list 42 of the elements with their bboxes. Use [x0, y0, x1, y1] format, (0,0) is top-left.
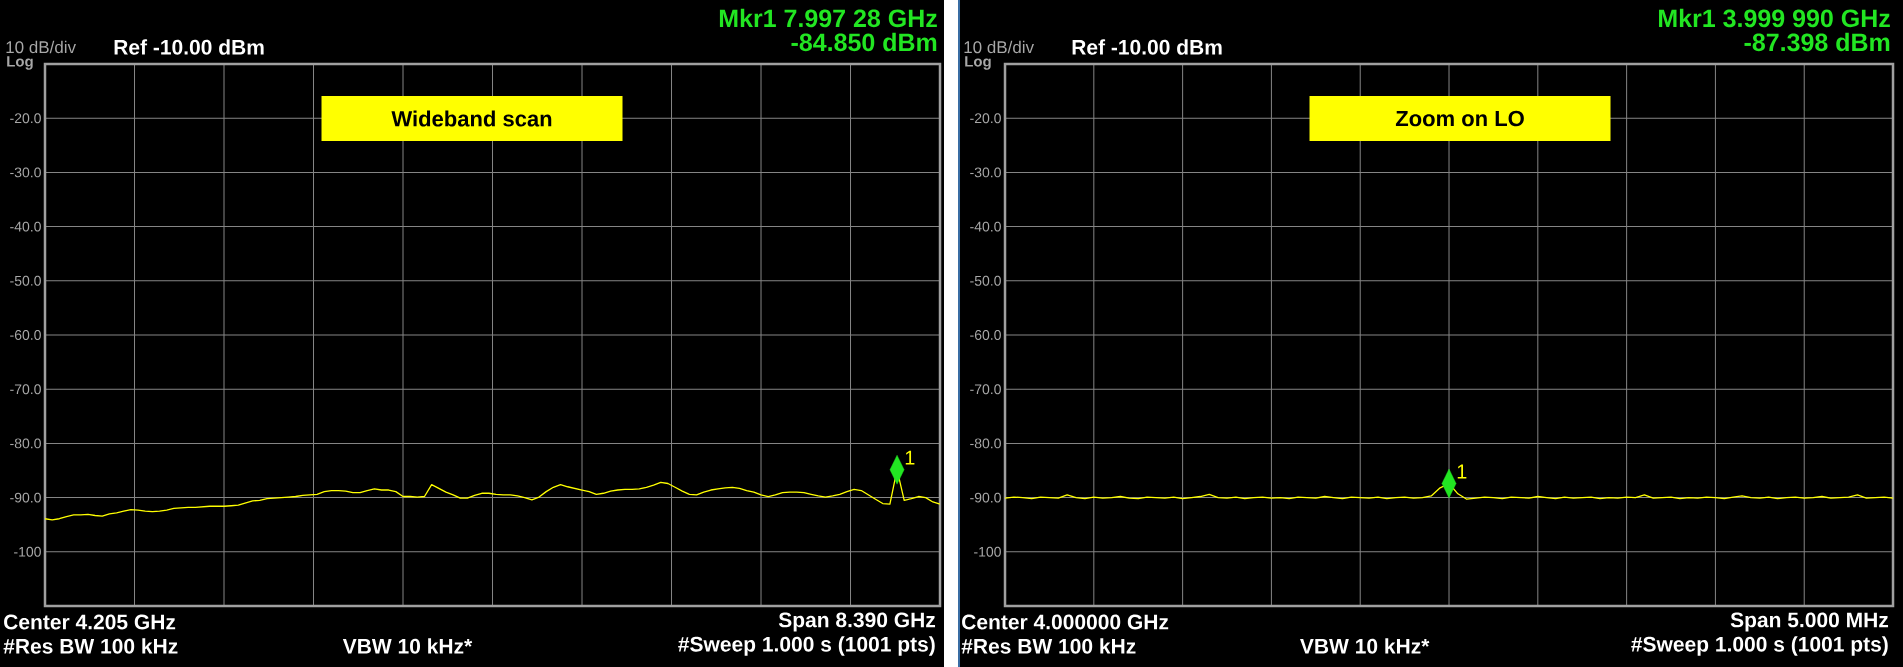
text: Zoom on LO — [1395, 110, 1524, 127]
text: #Res BW 100 kHz — [3, 638, 178, 654]
text: Ref -10.00 dBm — [114, 39, 264, 55]
y-tick-label: -50.0 — [10, 275, 41, 286]
y-tick-label: -30.0 — [970, 167, 1001, 178]
text: Span 8.390 GHz — [778, 612, 936, 632]
y-tick-label: -80.0 — [10, 438, 41, 449]
text: Center 4.000000 GHz — [962, 614, 1169, 630]
y-tick-label: -50.0 — [970, 275, 1001, 286]
y-tick-label: -20.0 — [970, 113, 1001, 124]
text: Ref -10.00 dBm — [1072, 39, 1222, 55]
y-tick-label: -90.0 — [10, 492, 41, 503]
y-tick-label: -70.0 — [10, 384, 41, 395]
y-tick-label: -20.0 — [10, 113, 41, 124]
text: Wideband scan — [391, 110, 552, 127]
text: #Sweep 1.000 s (1001 pts) — [1631, 636, 1888, 656]
y-tick-label: -40.0 — [10, 221, 41, 232]
y-tick-label: -60.0 — [970, 330, 1001, 340]
y-tick-label: -100 — [974, 546, 1001, 557]
text: 10 dB/div — [964, 40, 1035, 54]
text: Log — [965, 56, 991, 70]
text: Mkr1 7.997 28 GHz — [719, 8, 937, 28]
y-tick-label: -80.0 — [970, 438, 1001, 449]
y-tick-label: -70.0 — [970, 384, 1001, 395]
text: Span 5.000 MHz — [1730, 612, 1889, 632]
text: VBW 10 kHz* — [1300, 638, 1430, 654]
y-tick-label: -40.0 — [970, 221, 1001, 232]
y-tick-label: -30.0 — [10, 167, 41, 178]
y-tick-label: -60.0 — [10, 330, 41, 340]
text: #Sweep 1.000 s (1001 pts) — [678, 636, 935, 656]
series-label: 1 — [905, 450, 915, 465]
y-tick-label: -90.0 — [970, 492, 1001, 503]
text: #Res BW 100 kHz — [961, 638, 1136, 654]
text: -87.398 dBm — [1744, 32, 1890, 52]
text: -84.850 dBm — [791, 32, 937, 52]
text: VBW 10 kHz* — [342, 638, 473, 654]
series-label: 1 — [1457, 464, 1467, 479]
y-tick-label: -100 — [14, 546, 41, 557]
text: Mkr1 3.999 990 GHz — [1659, 8, 1890, 28]
text: Log — [7, 56, 33, 70]
text: Center 4.205 GHz — [4, 614, 176, 630]
text: 10 dB/div — [6, 40, 76, 54]
